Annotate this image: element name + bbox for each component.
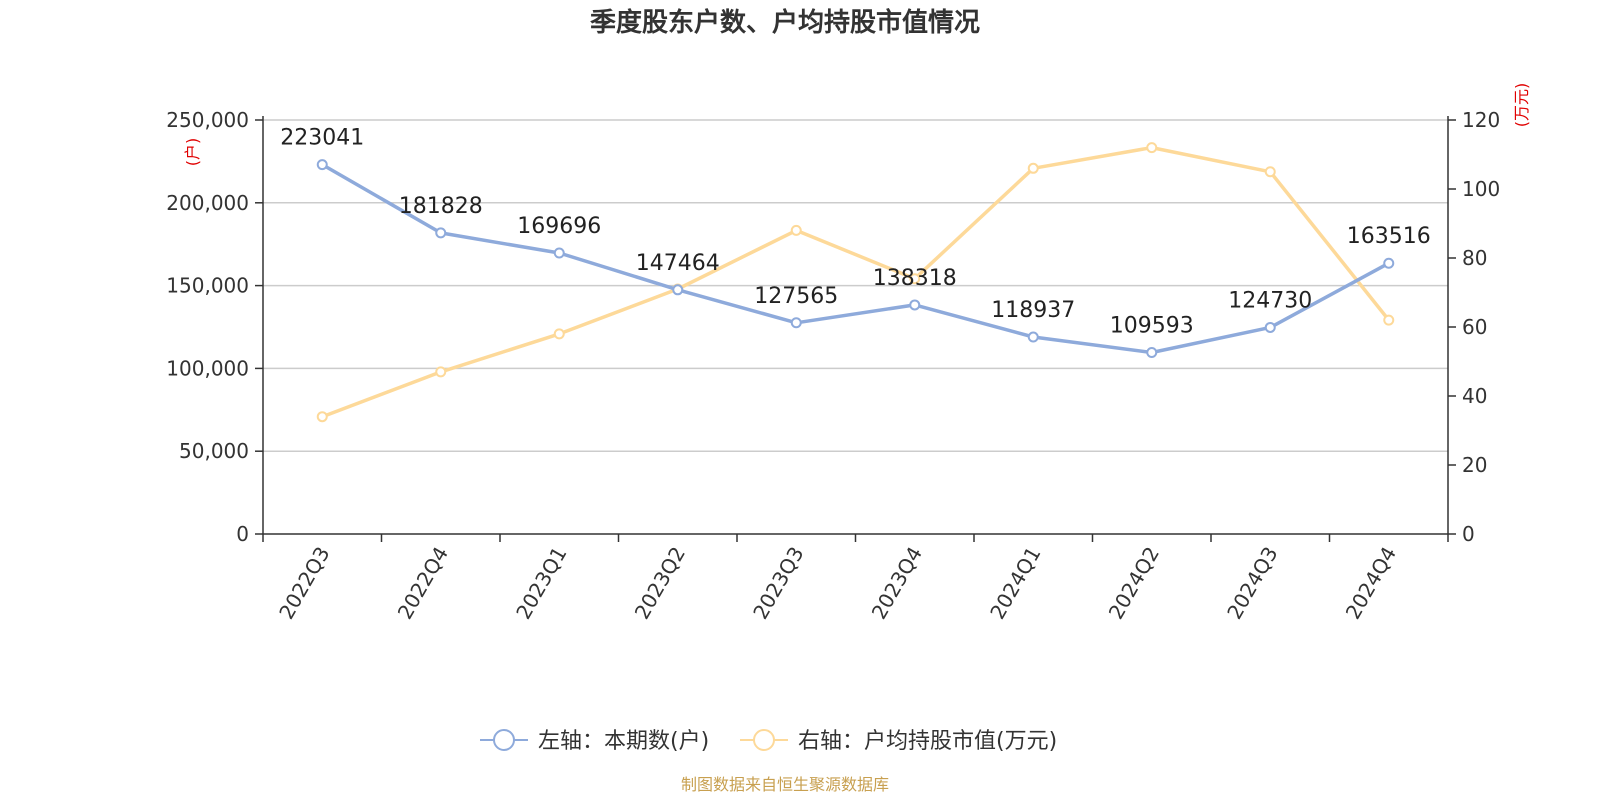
data-point-right[interactable] — [1383, 314, 1395, 326]
data-point-right[interactable] — [553, 328, 565, 340]
data-point-left[interactable] — [1027, 331, 1039, 343]
x-tick-label: 2023Q4 — [867, 543, 927, 624]
legend[interactable]: 左轴：本期数(户) 右轴：户均持股市值(万元) — [480, 729, 1057, 754]
legend-item-right-series[interactable]: 右轴：户均持股市值(万元) — [740, 729, 1057, 754]
right-axis-unit: (万元) — [1512, 83, 1531, 128]
data-point-right[interactable] — [1146, 142, 1158, 154]
grid — [263, 119, 1448, 452]
x-tick-label: 2023Q1 — [511, 543, 571, 624]
left-tick-label: 150,000 — [166, 274, 249, 298]
data-label: 181828 — [399, 194, 483, 219]
data-point-left[interactable] — [1146, 347, 1158, 359]
x-tick-label: 2024Q2 — [1104, 543, 1164, 624]
series-line-right — [321, 145, 1391, 419]
axes: 0 50,000 100,000 150,000 200,000 250,000 0 20 40… — [166, 108, 1500, 623]
data-label: 109593 — [1110, 314, 1194, 339]
data-labels: 223041 181828 169696 147464 127565 138318 1189… — [280, 126, 1430, 339]
x-tick-label: 2023Q3 — [748, 543, 808, 624]
series-line-left — [321, 163, 1390, 355]
data-point-right[interactable] — [1264, 166, 1276, 178]
legend-marker-left — [493, 729, 515, 751]
data-label: 138318 — [873, 266, 957, 291]
right-tick-label: 0 — [1462, 522, 1475, 546]
x-tick-label: 2024Q1 — [985, 543, 1045, 624]
right-tick-label: 120 — [1462, 108, 1500, 132]
left-tick-label: 0 — [236, 522, 249, 546]
data-point-left[interactable] — [435, 227, 447, 239]
data-point-left[interactable] — [1264, 321, 1276, 333]
left-axis-unit: (户) — [183, 138, 202, 167]
right-tick-label: 60 — [1462, 315, 1487, 339]
data-label: 163516 — [1347, 224, 1431, 249]
data-label: 127565 — [754, 284, 838, 309]
legend-label-right: 右轴：户均持股市值(万元) — [798, 729, 1057, 754]
data-label: 118937 — [991, 298, 1075, 323]
left-tick-label: 200,000 — [166, 191, 249, 215]
data-label: 124730 — [1228, 288, 1312, 313]
right-tick-label: 20 — [1462, 453, 1487, 477]
x-tick-label: 2024Q4 — [1341, 543, 1401, 624]
data-point-left[interactable] — [790, 317, 802, 329]
x-tick-label: 2023Q2 — [630, 543, 690, 624]
legend-marker-right — [753, 729, 775, 751]
data-point-left[interactable] — [553, 247, 565, 259]
right-tick-label: 40 — [1462, 384, 1487, 408]
data-point-right[interactable] — [316, 411, 328, 423]
data-point-left[interactable] — [316, 159, 328, 171]
data-point-left[interactable] — [1383, 257, 1395, 269]
left-tick-label: 100,000 — [166, 356, 249, 380]
legend-item-left-series[interactable]: 左轴：本期数(户) — [480, 729, 709, 754]
data-point-left[interactable] — [672, 284, 684, 296]
chart-title: 季度股东户数、户均持股市值情况 — [590, 7, 980, 38]
x-tick-label: 2024Q3 — [1222, 543, 1282, 624]
x-tick-label: 2022Q3 — [274, 543, 334, 624]
data-point-right[interactable] — [909, 273, 921, 285]
data-point-left[interactable] — [909, 299, 921, 311]
data-label: 169696 — [517, 214, 601, 239]
source-note: 制图数据来自恒生聚源数据库 — [681, 775, 889, 794]
data-point-right[interactable] — [790, 224, 802, 236]
legend-label-left: 左轴：本期数(户) — [538, 729, 709, 754]
data-label: 147464 — [636, 251, 720, 276]
left-tick-label: 50,000 — [179, 439, 249, 463]
x-tick-label: 2022Q4 — [393, 543, 453, 624]
series — [316, 142, 1395, 423]
left-tick-label: 250,000 — [166, 108, 249, 132]
right-tick-label: 100 — [1462, 177, 1500, 201]
data-label: 223041 — [280, 126, 364, 151]
right-tick-label: 80 — [1462, 246, 1487, 270]
data-point-right[interactable] — [435, 366, 447, 378]
data-point-right[interactable] — [1027, 162, 1039, 174]
